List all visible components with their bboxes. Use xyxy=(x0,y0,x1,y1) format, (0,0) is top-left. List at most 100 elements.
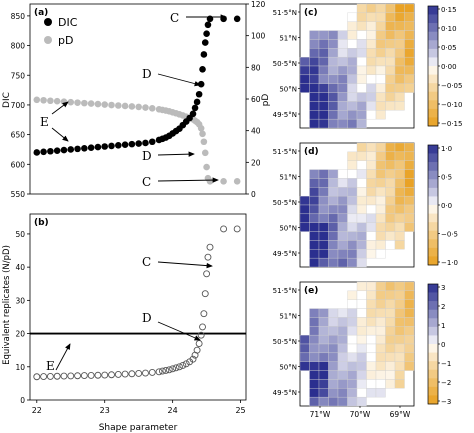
panel-e-map: (e) 51·5°N 51°N 50·5°N 50°N 49·5°N 3 2 1 0 −1 −2 −3 7… xyxy=(273,281,451,419)
map-cell xyxy=(347,352,358,362)
dic-point xyxy=(47,147,54,155)
panel-a-annotations: C D E D C xyxy=(40,11,227,189)
map-cell xyxy=(356,317,367,327)
map-cell xyxy=(337,334,348,345)
dic-point xyxy=(189,110,197,118)
map-cell xyxy=(318,30,329,40)
colorbar-segment xyxy=(428,187,438,197)
map-cell xyxy=(347,379,358,389)
map-cell xyxy=(394,370,405,380)
dic-point xyxy=(121,141,129,149)
map-cell xyxy=(299,352,310,362)
map-cell xyxy=(309,222,320,232)
map-cell xyxy=(356,370,367,380)
map-cell xyxy=(318,187,329,197)
map-cell xyxy=(318,231,329,241)
panel-a-ytick-label: 650 xyxy=(11,131,26,140)
map-cell xyxy=(356,12,367,22)
dic-point xyxy=(197,80,205,88)
colorbar-segment xyxy=(428,66,438,75)
map-cell xyxy=(337,240,348,250)
map-cell xyxy=(404,187,415,197)
map-cell xyxy=(385,21,396,31)
map-cell xyxy=(356,231,367,241)
panel-a-label: (a) xyxy=(34,8,48,18)
pd-point xyxy=(201,149,209,157)
map-cell xyxy=(404,21,415,31)
map-cell xyxy=(318,65,329,76)
map-cell xyxy=(404,65,415,76)
map-cell xyxy=(385,74,396,84)
map-cell xyxy=(366,151,377,161)
dic-point xyxy=(40,148,47,156)
replicates-point xyxy=(53,372,61,380)
map-cell xyxy=(347,56,358,67)
map-cell xyxy=(347,178,358,188)
map-cell xyxy=(309,204,320,215)
map-cell xyxy=(347,169,358,179)
map-cell xyxy=(404,30,415,40)
colorbar-segment xyxy=(428,284,438,293)
map-cell xyxy=(337,231,348,241)
map-cell xyxy=(309,326,320,336)
map-cell xyxy=(337,92,348,102)
map-cell xyxy=(318,213,329,223)
panel-a-y2tick-label: 0 xyxy=(251,190,256,199)
map-cell xyxy=(385,48,396,58)
map-cell xyxy=(394,12,405,22)
replicates-point xyxy=(60,372,68,380)
map-cell xyxy=(347,204,358,215)
map-cell xyxy=(337,56,348,67)
map-cell xyxy=(385,101,396,111)
replicates-point xyxy=(87,371,95,379)
panel-a-y2tick-label: 120 xyxy=(251,0,266,9)
map-cell xyxy=(356,388,367,398)
map-cell xyxy=(337,396,348,407)
map-cell xyxy=(328,308,339,318)
replicates-point xyxy=(200,310,208,318)
colorbar-segment xyxy=(428,117,438,127)
map-cell xyxy=(366,352,377,362)
panel-a-ytick-label: 700 xyxy=(11,101,26,110)
lat-label: 50°N xyxy=(279,86,297,94)
map-cell xyxy=(309,169,320,179)
map-cell xyxy=(347,160,358,170)
map-cell xyxy=(347,240,358,250)
map-cell xyxy=(394,30,405,40)
colorbar-segment xyxy=(428,230,438,240)
pd-point xyxy=(53,97,61,105)
map-cell xyxy=(385,178,396,188)
colorbar-tick-label: 0 xyxy=(441,341,445,349)
map-cell xyxy=(404,74,415,84)
arrow-e-pd xyxy=(51,101,69,115)
map-cell xyxy=(356,222,367,232)
map-cell xyxy=(309,56,320,67)
map-cell xyxy=(375,178,386,188)
map-cell xyxy=(347,12,358,22)
map-cell xyxy=(375,361,386,371)
map-cell xyxy=(394,39,405,49)
colorbar-segment xyxy=(428,239,438,249)
map-cell xyxy=(394,334,405,345)
map-cell xyxy=(337,65,348,76)
annotation-e: E xyxy=(40,115,49,129)
dic-point xyxy=(195,90,203,98)
map-cell xyxy=(328,213,339,223)
dic-point xyxy=(199,66,206,73)
map-cell xyxy=(347,39,358,49)
map-cell xyxy=(318,39,329,49)
map-cell xyxy=(404,83,415,93)
annotation-d-upper: D xyxy=(142,67,152,81)
map-cell xyxy=(356,379,367,389)
colorbar-tick-label: 1·0 xyxy=(441,145,452,153)
map-cell xyxy=(394,56,405,67)
map-cell xyxy=(337,361,348,371)
map-cell xyxy=(385,299,396,309)
colorbar-segment xyxy=(428,326,438,336)
map-cell xyxy=(404,222,415,232)
map-cell xyxy=(347,308,358,318)
map-cell xyxy=(347,317,358,327)
map-cell xyxy=(404,12,415,22)
map-cell xyxy=(385,39,396,49)
map-cell xyxy=(328,231,339,241)
